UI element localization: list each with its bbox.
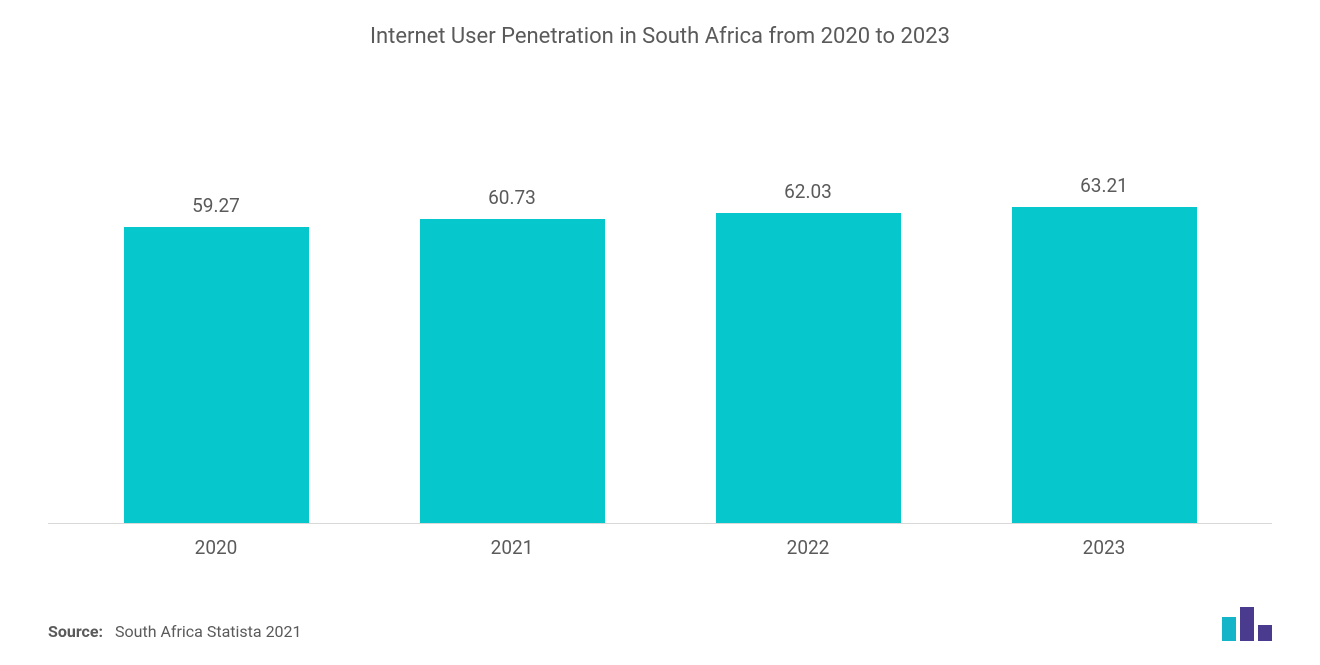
- bar-group-3: 63.21: [956, 117, 1252, 523]
- x-label-2: 2022: [660, 536, 956, 559]
- chart-footer: Source: South Africa Statista 2021: [48, 559, 1272, 641]
- bar-group-0: 59.27: [68, 117, 364, 523]
- logo-bar-2: [1240, 607, 1254, 641]
- source-text: South Africa Statista 2021: [115, 622, 302, 641]
- x-label-3: 2023: [956, 536, 1252, 559]
- chart-container: Internet User Penetration in South Afric…: [0, 0, 1320, 665]
- source-label: Source:: [48, 622, 103, 641]
- bar-value-0: 59.27: [192, 194, 240, 217]
- logo-bar-1: [1222, 617, 1236, 641]
- bar-value-3: 63.21: [1080, 174, 1128, 197]
- source-line: Source: South Africa Statista 2021: [48, 622, 302, 641]
- bar-1: [420, 219, 605, 523]
- bar-group-1: 60.73: [364, 117, 660, 523]
- bar-value-2: 62.03: [784, 180, 832, 203]
- chart-title: Internet User Penetration in South Afric…: [48, 24, 1272, 49]
- x-label-1: 2021: [364, 536, 660, 559]
- x-label-0: 2020: [68, 536, 364, 559]
- plot-area: 59.27 60.73 62.03 63.21: [48, 57, 1272, 524]
- bar-value-1: 60.73: [488, 186, 536, 209]
- x-axis-labels: 2020 2021 2022 2023: [48, 524, 1272, 559]
- bar-0: [124, 227, 309, 523]
- logo-bar-3: [1258, 625, 1272, 641]
- bar-group-2: 62.03: [660, 117, 956, 523]
- bar-2: [716, 213, 901, 523]
- brand-logo: [1222, 607, 1272, 641]
- bar-3: [1012, 207, 1197, 523]
